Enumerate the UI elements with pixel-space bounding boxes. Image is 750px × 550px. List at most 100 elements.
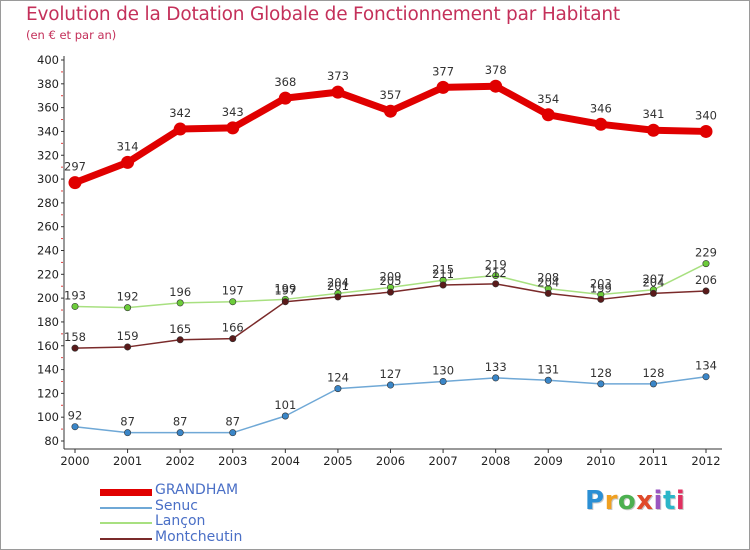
data-point xyxy=(121,155,135,169)
y-tick-label: 320 xyxy=(37,148,59,162)
y-tick-label: 280 xyxy=(37,196,59,210)
chart-title: Evolution de la Dotation Globale de Fonc… xyxy=(26,4,620,25)
data-label: 196 xyxy=(169,285,191,299)
data-point xyxy=(489,79,503,93)
data-label: 87 xyxy=(225,415,240,429)
data-point xyxy=(229,298,237,306)
legend-label: Montcheutin xyxy=(155,528,243,545)
data-point xyxy=(646,123,660,137)
data-label: 204 xyxy=(642,275,664,289)
data-point xyxy=(176,336,184,344)
logo-letter: i xyxy=(675,486,686,516)
data-label: 205 xyxy=(380,274,402,288)
data-point xyxy=(597,380,605,388)
x-tick-label: 2003 xyxy=(218,454,247,468)
data-label: 133 xyxy=(485,360,507,374)
data-label: 204 xyxy=(537,275,559,289)
data-label: 193 xyxy=(64,288,86,302)
data-label: 373 xyxy=(327,69,349,83)
y-tick-label: 80 xyxy=(44,434,59,448)
data-label: 297 xyxy=(64,160,86,174)
x-tick-label: 2006 xyxy=(376,454,405,468)
y-tick-label: 360 xyxy=(37,101,59,115)
data-label: 204 xyxy=(327,275,349,289)
logo-letter: P xyxy=(585,486,605,516)
data-label: 127 xyxy=(380,367,402,381)
data-label: 207 xyxy=(642,272,664,286)
data-label: 87 xyxy=(120,415,135,429)
x-tick-label: 2012 xyxy=(691,454,720,468)
data-label: 199 xyxy=(590,281,612,295)
legend-swatch xyxy=(100,537,152,540)
y-tick-label: 260 xyxy=(37,220,59,234)
data-label: 368 xyxy=(274,75,296,89)
data-point xyxy=(176,299,184,307)
data-point xyxy=(492,374,500,382)
data-label: 165 xyxy=(169,322,191,336)
data-point xyxy=(436,80,450,94)
data-point xyxy=(229,335,237,343)
series-senuc: 92 87 87 87 101 124 127 130 133 131 128 128 134 xyxy=(68,359,717,437)
x-tick-label: 2008 xyxy=(481,454,510,468)
data-label: 212 xyxy=(485,266,507,280)
data-label: 92 xyxy=(68,409,83,423)
data-point xyxy=(439,377,447,385)
data-label: 201 xyxy=(327,279,349,293)
data-label: 203 xyxy=(590,277,612,291)
y-tick-label: 120 xyxy=(37,386,59,400)
data-label: 377 xyxy=(432,64,454,78)
data-label: 197 xyxy=(222,284,244,298)
series-montcheutin: 158 159 165 166 197 201 205 211 212 204 199 204 206 xyxy=(64,266,717,352)
data-label: 346 xyxy=(590,101,612,115)
logo-letter: o xyxy=(617,486,637,516)
data-label: 134 xyxy=(695,359,717,373)
data-label: 101 xyxy=(274,398,296,412)
data-label: 158 xyxy=(64,330,86,344)
data-point xyxy=(71,344,79,352)
data-point xyxy=(226,121,240,135)
data-point xyxy=(71,423,79,431)
legend-label: Lançon xyxy=(155,513,206,529)
data-label: 215 xyxy=(432,262,454,276)
data-label: 209 xyxy=(380,269,402,283)
data-label: 128 xyxy=(642,366,664,380)
data-point xyxy=(439,281,447,289)
data-point xyxy=(281,298,289,306)
y-tick-label: 400 xyxy=(37,53,59,67)
data-label: 131 xyxy=(537,362,559,376)
data-label: 206 xyxy=(695,273,717,287)
data-point xyxy=(176,429,184,437)
data-label: 340 xyxy=(695,108,717,122)
legend-swatch xyxy=(100,522,152,524)
series-grandham: 297 314 342 343 368 373 357 377 378 354 346 341 340 xyxy=(64,63,717,190)
data-label: 342 xyxy=(169,106,191,120)
logo-letter: r xyxy=(604,486,618,516)
y-tick-label: 160 xyxy=(37,339,59,353)
y-tick-label: 140 xyxy=(37,363,59,377)
data-point xyxy=(649,289,657,297)
data-label: 199 xyxy=(274,281,296,295)
data-point xyxy=(334,293,342,301)
data-point xyxy=(229,429,237,437)
y-tick-label: 180 xyxy=(37,315,59,329)
data-point xyxy=(124,343,132,351)
x-tick-label: 2002 xyxy=(166,454,195,468)
data-point xyxy=(278,91,292,105)
data-label: 192 xyxy=(117,290,139,304)
y-tick-label: 340 xyxy=(37,124,59,138)
data-label: 341 xyxy=(642,107,664,121)
data-point xyxy=(702,373,710,381)
data-label: 130 xyxy=(432,363,454,377)
data-point xyxy=(702,260,710,268)
y-tick-label: 240 xyxy=(37,244,59,258)
data-point xyxy=(173,122,187,136)
data-label: 357 xyxy=(380,88,402,102)
data-point xyxy=(124,304,132,312)
data-label: 211 xyxy=(432,267,454,281)
data-point xyxy=(702,287,710,295)
data-label: 87 xyxy=(173,415,188,429)
data-point xyxy=(544,289,552,297)
logo-letter: t xyxy=(662,486,676,516)
